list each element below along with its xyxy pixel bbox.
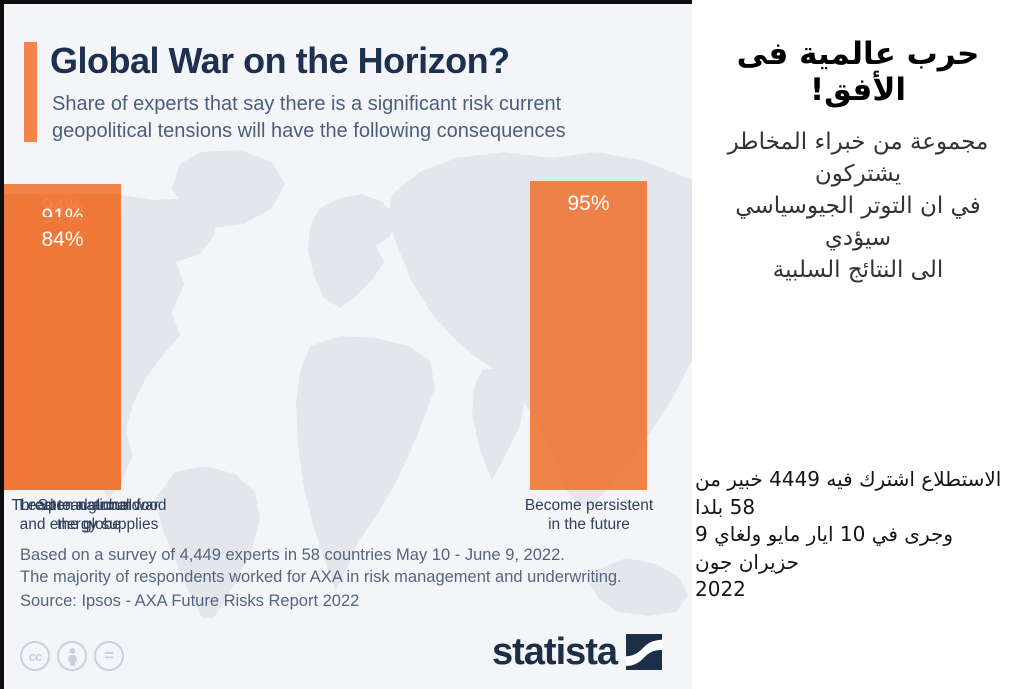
attribution-person-icon	[57, 641, 87, 671]
survey-details-line: الاستطلاع اشترك فيه 4449 خبير من 58 بلدا	[695, 467, 1002, 519]
footnote-line: Based on a survey of 4,449 experts in 58…	[20, 546, 565, 564]
bar-category-label: Become persistent in the future	[524, 497, 654, 533]
translation-summary-line: مجموعة من خبراء المخاطر يشتركون	[727, 129, 989, 187]
chart-subtitle-line: Share of experts that say there is a sig…	[52, 93, 562, 115]
translation-summary-line: الى النتائج السلبية	[772, 257, 944, 283]
statista-wordmark: statista	[492, 631, 618, 673]
survey-details-paragraph: الاستطلاع اشترك فيه 4449 خبير من 58 بلدا…	[692, 466, 1024, 604]
statista-logo-mark-icon	[626, 634, 663, 670]
equals-icon: =	[94, 641, 124, 671]
bar: 95%	[530, 181, 647, 490]
survey-details-line: وجرى في 10 ايار مايو ولغاي 9 حزيران جون	[695, 522, 954, 574]
bar-category-label: Lead to a global war	[19, 497, 159, 514]
license-icons: cc =	[20, 641, 124, 671]
statista-logo: statista	[492, 631, 663, 673]
bar-category-label: Threaten national food and energy supplie…	[11, 497, 167, 533]
translation-title: حرب عالمية فى الأفق!	[736, 36, 980, 108]
survey-details-line: 2022	[695, 577, 746, 601]
bar-value-label: 95%	[567, 192, 610, 215]
chart-panel: Global War on the Horizon? Share of expe…	[0, 0, 692, 689]
title-accent-bar	[24, 42, 37, 142]
chart-source: Source: Ipsos - AXA Future Risks Report …	[20, 592, 360, 610]
footnote-line: The majority of respondents worked for A…	[20, 567, 622, 586]
translation-summary-paragraph: مجموعة من خبراء المخاطر يشتركون في ان ال…	[692, 126, 1024, 286]
chart-subtitle: Share of experts that say there is a sig…	[52, 91, 672, 145]
bar: 84%	[4, 217, 121, 490]
bar-value-label: 84%	[41, 228, 84, 251]
translation-summary-line: في ان التوتر الجيوسياسي سيؤدي	[735, 193, 981, 251]
chart-subtitle-line: geopolitical tensions will have the foll…	[52, 120, 566, 142]
translation-panel: حرب عالمية فى الأفق! مجموعة من خبراء الم…	[692, 0, 1024, 689]
chart-footnote: Based on a survey of 4,449 experts in 58…	[20, 545, 688, 613]
bar-category-label: Spread around the globe	[37, 497, 141, 533]
cc-icon: cc	[20, 641, 50, 671]
chart-title: Global War on the Horizon?	[50, 40, 510, 81]
